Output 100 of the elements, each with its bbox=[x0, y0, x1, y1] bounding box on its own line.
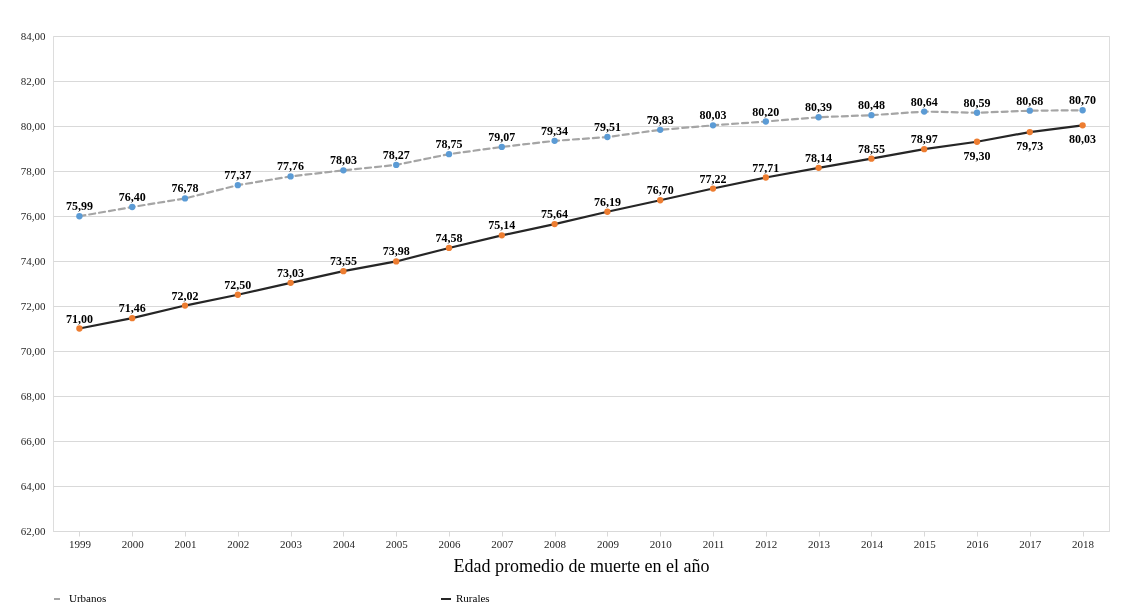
data-label: 79,51 bbox=[593, 120, 621, 135]
y-tick-label: 82,00 bbox=[20, 74, 46, 87]
point bbox=[709, 185, 717, 192]
point bbox=[287, 279, 294, 286]
point bbox=[921, 108, 928, 115]
data-label: 80,68 bbox=[1016, 93, 1044, 108]
point bbox=[1026, 107, 1033, 114]
data-label: 76,70 bbox=[646, 183, 674, 198]
point bbox=[76, 213, 83, 220]
legend-label: Urbanos bbox=[69, 592, 107, 604]
point bbox=[709, 122, 717, 129]
data-label: 71,46 bbox=[118, 301, 146, 316]
point bbox=[340, 167, 347, 174]
x-tick-label: 2000 bbox=[121, 537, 145, 550]
data-label: 73,98 bbox=[382, 244, 410, 259]
data-label: 76,19 bbox=[593, 194, 621, 209]
point bbox=[815, 114, 822, 121]
x-tick-label: 2014 bbox=[860, 537, 884, 550]
point bbox=[921, 146, 928, 153]
data-label: 78,27 bbox=[382, 147, 410, 162]
data-label: 78,97 bbox=[910, 132, 938, 147]
y-tick-label: 80,00 bbox=[20, 119, 46, 132]
data-label: 79,07 bbox=[488, 129, 516, 144]
point bbox=[181, 195, 189, 202]
x-tick-label: 2012 bbox=[755, 537, 778, 550]
point bbox=[445, 244, 453, 252]
x-tick-label: 2002 bbox=[227, 537, 250, 550]
data-label: 73,55 bbox=[329, 254, 357, 269]
point bbox=[657, 197, 664, 204]
x-tick-label: 2006 bbox=[438, 537, 461, 550]
data-label: 73,03 bbox=[277, 265, 305, 280]
x-axis-title: Edad promedio de muerte en el año bbox=[453, 555, 710, 576]
data-label: 72,50 bbox=[224, 277, 252, 292]
point bbox=[551, 220, 558, 228]
y-tick-label: 70,00 bbox=[20, 344, 46, 357]
point bbox=[1079, 107, 1086, 114]
x-tick-label: 2010 bbox=[649, 537, 673, 550]
y-tick-label: 76,00 bbox=[20, 209, 46, 222]
point bbox=[340, 267, 347, 275]
point bbox=[234, 291, 241, 298]
point bbox=[129, 314, 136, 322]
data-label: 78,55 bbox=[857, 141, 885, 156]
data-label: 78,14 bbox=[805, 150, 833, 165]
x-tick-label: 2011 bbox=[702, 537, 725, 550]
data-label: 80,03 bbox=[1069, 132, 1097, 147]
data-label: 79,83 bbox=[646, 112, 674, 127]
y-tick-label: 84,00 bbox=[20, 29, 46, 42]
point bbox=[498, 143, 505, 151]
point bbox=[393, 258, 400, 265]
x-tick-label: 2007 bbox=[491, 537, 514, 550]
point bbox=[762, 118, 769, 125]
point bbox=[234, 182, 241, 189]
point bbox=[181, 302, 189, 309]
point bbox=[129, 203, 136, 211]
point bbox=[445, 150, 453, 158]
point bbox=[551, 137, 558, 145]
point bbox=[604, 133, 611, 141]
y-tick-label: 78,00 bbox=[20, 164, 46, 177]
x-tick-label: 2001 bbox=[174, 537, 197, 550]
point bbox=[973, 109, 981, 116]
data-label: 77,22 bbox=[699, 171, 727, 186]
point bbox=[868, 112, 875, 119]
data-label: 72,02 bbox=[171, 288, 199, 303]
data-label: 79,73 bbox=[1016, 139, 1044, 154]
y-tick-label: 66,00 bbox=[20, 434, 46, 447]
data-label: 77,76 bbox=[277, 159, 305, 174]
data-label: 78,03 bbox=[329, 153, 357, 168]
point bbox=[393, 161, 400, 169]
x-tick-label: 2008 bbox=[544, 537, 567, 550]
data-label: 80,59 bbox=[963, 95, 991, 110]
data-label: 80,48 bbox=[857, 98, 885, 113]
data-label: 80,39 bbox=[805, 100, 833, 115]
data-label: 80,20 bbox=[752, 104, 780, 119]
point bbox=[498, 232, 505, 239]
point bbox=[1079, 122, 1086, 129]
point bbox=[657, 126, 664, 133]
y-tick-label: 74,00 bbox=[20, 254, 46, 267]
x-tick-label: 2016 bbox=[966, 537, 989, 550]
point bbox=[604, 208, 611, 215]
data-label: 77,71 bbox=[752, 160, 780, 175]
data-label: 74,58 bbox=[435, 230, 463, 245]
data-label: 78,75 bbox=[435, 137, 463, 152]
point bbox=[868, 155, 875, 162]
data-label: 71,00 bbox=[65, 311, 93, 326]
point bbox=[815, 164, 822, 172]
y-tick-label: 62,00 bbox=[20, 524, 46, 537]
point bbox=[287, 173, 294, 180]
data-label: 79,34 bbox=[541, 123, 569, 138]
x-tick-label: 2017 bbox=[1019, 537, 1042, 550]
data-label: 75,14 bbox=[488, 218, 516, 233]
data-label: 80,64 bbox=[910, 94, 938, 109]
data-label: 76,40 bbox=[118, 190, 146, 204]
x-tick-label: 2013 bbox=[808, 537, 831, 550]
data-label: 77,37 bbox=[224, 168, 252, 183]
point bbox=[973, 138, 981, 145]
point bbox=[762, 174, 769, 181]
x-tick-label: 1999 bbox=[68, 537, 92, 550]
x-tick-label: 2018 bbox=[1072, 537, 1095, 550]
y-tick-label: 68,00 bbox=[20, 389, 46, 402]
data-label: 80,03 bbox=[699, 108, 727, 123]
